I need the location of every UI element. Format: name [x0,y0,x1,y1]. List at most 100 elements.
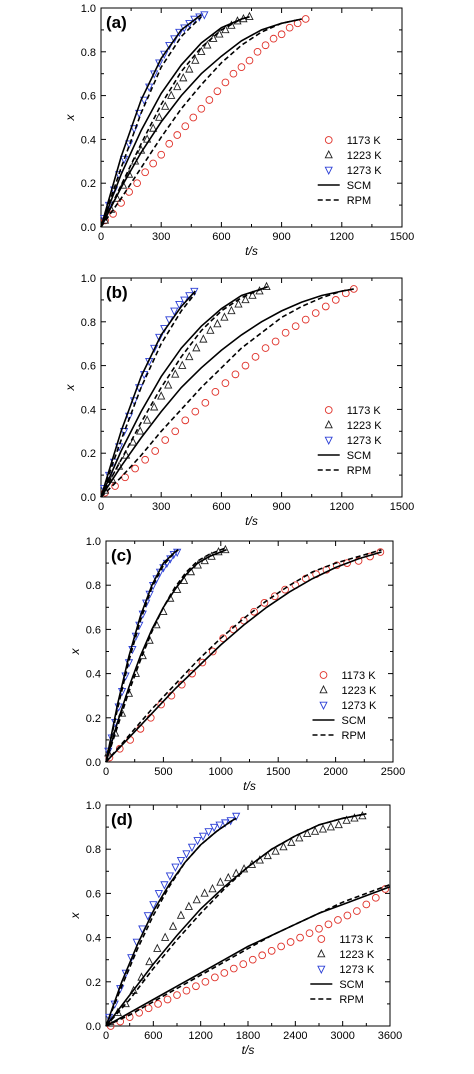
data-point-circle [261,344,270,352]
data-point-triangle-down [187,843,197,852]
data-point-circle [239,960,248,968]
y-tick-label: 0.4 [81,134,96,146]
x-tick-label: 600 [212,231,230,243]
x-tick-label: 900 [272,231,290,243]
data-point-circle [181,416,190,425]
data-point-circle [171,427,180,436]
data-point-triangle-up [241,294,250,304]
y-axis-label: x [68,912,82,920]
data-point-triangle-up [167,90,176,99]
data-point-triangle-up [179,73,188,82]
y-tick-label: 1.0 [81,273,96,285]
x-tick-label: 2500 [381,766,405,778]
chart-panel-2: 0 300 600 900 1200 1500 0.0 0.2 0.4 0.6 0.8 1.0 t/s x… [63,273,414,528]
plot-area [105,811,391,1030]
data-point-circle [192,982,200,991]
scm-curve [100,18,302,228]
data-point-triangle-up [128,437,138,446]
data-point-circle [270,592,279,601]
data-point-triangle-up [220,312,229,321]
data-point-circle [260,599,269,607]
data-point-circle [311,309,320,317]
legend-label: 1273 K [347,165,383,177]
legend-marker [317,935,326,943]
legend-label: 1273 K [342,700,378,712]
data-point-circle [241,361,250,370]
rpm-curve [105,813,367,1027]
data-point-triangle-up [136,426,145,435]
data-point-circle [221,379,230,387]
y-tick-label: 0.6 [86,888,101,900]
data-point-triangle-up [185,64,194,73]
y-tick-label: 1.0 [81,3,96,15]
x-axis-label: t/s [245,244,258,258]
legend-marker [319,684,328,694]
y-tick-label: 0.2 [81,448,96,460]
legend-marker [317,948,326,958]
data-point-triangle-down [124,140,134,149]
y-axis-label: x [68,648,82,656]
legend-marker [324,436,333,446]
data-point-circle [229,964,238,973]
data-point-circle [269,34,278,43]
data-point-triangle-up [245,11,254,21]
y-tick-label: 0.8 [86,844,101,856]
rpm-curve [100,288,354,498]
data-point-triangle-down [165,872,175,881]
legend-label: RPM [347,195,371,207]
y-tick-label: 0.6 [81,91,96,103]
legend-marker [319,671,328,679]
data-point-circle [221,78,230,87]
data-point-triangle-up [216,877,225,886]
data-point-circle [271,337,280,346]
x-tick-label: 1200 [330,501,354,513]
data-point-triangle-down [154,890,163,899]
chart-panel-3: 0 500 1000 1500 2000 2500 0.0 0.2 0.4 0.6 0.8 1.0 t/… [68,536,405,793]
legend-label: RPM [342,730,366,742]
data-point-circle [154,1000,162,1008]
legend-label: 1173 K [342,670,377,682]
data-point-circle [213,87,222,96]
data-point-circle [245,56,254,65]
data-point-circle [334,916,342,924]
y-tick-label: 0.6 [81,361,96,373]
data-point-circle [286,938,295,946]
data-point-triangle-up [171,369,180,378]
data-point-triangle-down [150,344,159,354]
scm-curve [105,813,367,1027]
data-point-circle [198,658,207,667]
data-point-circle [141,168,149,177]
legend-label: 1223 K [339,949,375,961]
data-point-circle [291,322,300,331]
legend: 1173 K 1223 K 1273 K SCM RPM [317,135,383,207]
data-point-triangle-up [118,180,128,189]
data-point-triangle-up [149,123,158,132]
y-tick-label: 0.0 [81,492,96,504]
data-point-circle [149,159,158,168]
plot-area [99,11,310,228]
data-point-circle [208,647,217,656]
panel-label: (d) [111,810,133,829]
x-tick-label: 600 [144,1030,162,1042]
data-point-circle [141,455,149,464]
data-point-circle [163,995,172,1004]
data-point-triangle-up [263,850,272,860]
data-point-circle [281,585,289,594]
data-point-triangle-up [155,112,164,121]
data-point-circle [362,900,371,909]
data-point-triangle-up [234,299,243,308]
scm-curve [100,288,354,498]
data-point-triangle-down [155,59,164,68]
data-point-triangle-up [185,351,194,361]
rpm-curve [105,546,227,763]
legend-label: 1273 K [347,435,383,447]
data-point-circle [191,407,200,416]
data-point-triangle-up [157,391,166,400]
plot-frame [105,540,394,763]
legend-label: SCM [347,180,371,192]
x-tick-label: 1000 [209,766,233,778]
data-point-triangle-up [145,956,154,966]
data-point-triangle-down [209,823,219,833]
data-point-triangle-up [192,343,201,352]
data-point-circle [211,973,219,982]
